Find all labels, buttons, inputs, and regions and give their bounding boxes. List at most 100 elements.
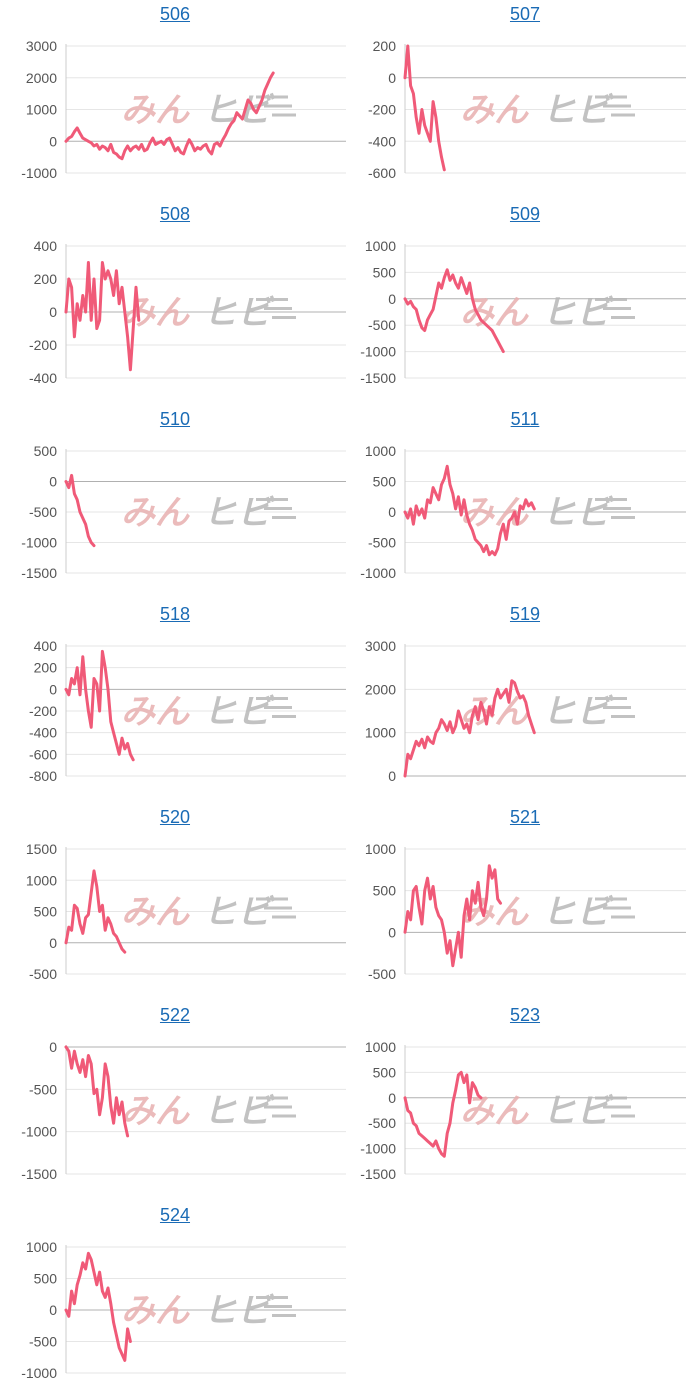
watermark-logo: みん ヒビ [460, 1092, 635, 1132]
line-chart: 1000 500 0 -500 -1000 -1500 みん ヒビ [360, 1039, 686, 1182]
y-tick-label: 1000 [365, 725, 396, 741]
watermark-logo: みん ヒビ [121, 1291, 296, 1331]
watermark-speed-line [595, 697, 627, 700]
watermark-speed-line [256, 298, 288, 301]
watermark-left: みん [121, 91, 190, 131]
y-tick-label: 500 [34, 443, 58, 459]
watermark-speed-line [611, 113, 635, 117]
y-tick-label: 500 [34, 904, 58, 920]
chart-title-link[interactable]: 519 [509, 604, 541, 624]
chart-panel-511: 511 1000 500 0 -500 -1000 みん ヒビ [350, 405, 700, 600]
y-tick-label: -1000 [21, 1124, 57, 1140]
series-line [403, 864, 502, 968]
y-tick-label: 0 [49, 133, 57, 149]
watermark-logo: みん ヒビ [460, 293, 635, 333]
y-tick-label: -500 [29, 504, 57, 520]
y-tick-label: 0 [388, 924, 396, 940]
y-tick-label: -500 [368, 535, 396, 551]
y-tick-label: 500 [34, 1271, 58, 1287]
y-tick-label: 500 [373, 264, 397, 280]
watermark-speed-line [603, 706, 631, 709]
chart-panel-508: 508 400 200 0 -200 -400 みん ヒビ [0, 200, 350, 405]
chart-panel-518: 518 400 200 0 -200 -400 -600 -800 みん ヒビ [0, 600, 350, 803]
watermark-speed-line [256, 95, 288, 99]
y-tick-label: 400 [34, 638, 58, 654]
chart-title-link[interactable]: 509 [509, 204, 541, 224]
line-chart: 400 200 0 -200 -400 -600 -800 みん ヒビ [29, 638, 346, 784]
y-tick-label: -400 [368, 133, 396, 149]
y-tick-label: -1000 [360, 344, 396, 360]
watermark-speed-line [611, 516, 635, 519]
watermark-speed-line [256, 697, 288, 700]
y-tick-label: 1500 [26, 841, 57, 857]
chart-title-link[interactable]: 520 [159, 807, 191, 827]
chart-title-link[interactable]: 524 [159, 1205, 191, 1225]
line-chart: 1000 500 0 -500 -1000 みん ヒビ [21, 1239, 346, 1381]
y-tick-label: 1000 [26, 1239, 57, 1255]
y-tick-label: -600 [29, 746, 57, 762]
y-tick-label: -500 [368, 966, 396, 982]
watermark-speed-line [264, 1305, 292, 1308]
y-tick-label: 0 [388, 504, 396, 520]
y-tick-label: 1000 [365, 841, 396, 857]
line-chart: 3000 2000 1000 0 みん ヒビ [365, 638, 686, 784]
y-tick-label: 0 [388, 70, 396, 86]
chart-title-link[interactable]: 507 [509, 4, 541, 24]
y-tick-label: 0 [49, 935, 57, 951]
watermark-left: みん [121, 1092, 190, 1132]
watermark-speed-line [611, 915, 635, 919]
chart-panel-520: 520 1500 1000 500 0 -500 みん ヒビ [0, 803, 350, 1001]
chart-panel-524: 524 1000 500 0 -500 -1000 みん ヒビ [0, 1201, 350, 1400]
chart-title-link[interactable]: 522 [159, 1005, 191, 1025]
chart-title-link[interactable]: 518 [159, 604, 191, 624]
y-tick-label: -1000 [21, 165, 57, 181]
watermark-speed-line [595, 95, 627, 99]
y-tick-label: 200 [34, 660, 58, 676]
chart-title-link[interactable]: 523 [509, 1005, 541, 1025]
watermark-speed-line [272, 1314, 296, 1317]
chart-title-link[interactable]: 521 [509, 807, 541, 827]
y-tick-label: -1500 [360, 370, 396, 386]
watermark-logo: みん ヒビ [460, 692, 635, 732]
watermark-speed-line [611, 1114, 635, 1118]
y-tick-label: -1000 [21, 1365, 57, 1381]
watermark-logo: みん ヒビ [460, 91, 635, 131]
y-tick-label: -200 [29, 337, 57, 353]
y-tick-label: 0 [388, 1090, 396, 1106]
series-line [403, 464, 536, 557]
series-line [403, 1070, 483, 1158]
y-tick-label: -1000 [360, 1141, 396, 1157]
chart-panel-522: 522 0 -500 -1000 -1500 みん ヒビ [0, 1001, 350, 1201]
watermark-speed-line [595, 897, 627, 901]
watermark-speed-line [256, 1296, 288, 1299]
y-tick-label: 1000 [365, 238, 396, 254]
watermark-speed-line [256, 498, 288, 501]
chart-title-link[interactable]: 506 [159, 4, 191, 24]
chart-title-link[interactable]: 511 [510, 409, 540, 429]
y-tick-label: -500 [368, 1115, 396, 1131]
watermark-speed-line [603, 104, 631, 108]
watermark-logo: みん ヒビ [121, 893, 296, 933]
watermark-speed-line [603, 1105, 631, 1109]
y-tick-label: 1000 [26, 102, 57, 118]
watermark-speed-line [603, 906, 631, 910]
chart-title-link[interactable]: 508 [159, 204, 191, 224]
series-line [403, 679, 536, 778]
y-tick-label: -400 [29, 725, 57, 741]
chart-panel-523: 523 1000 500 0 -500 -1000 -1500 みん ヒビ [350, 1001, 700, 1201]
y-tick-label: 3000 [26, 38, 57, 54]
watermark-speed-line [595, 498, 627, 501]
series-line [64, 649, 135, 762]
watermark-speed-line [256, 1096, 288, 1100]
watermark-left: みん [121, 1291, 190, 1331]
watermark-left: みん [121, 293, 190, 333]
y-tick-label: -200 [368, 102, 396, 118]
watermark-speed-line [272, 516, 296, 519]
watermark-left: みん [121, 493, 190, 533]
y-tick-label: 0 [49, 1302, 57, 1318]
y-tick-label: 200 [34, 271, 58, 287]
line-chart: 1500 1000 500 0 -500 みん ヒビ [26, 841, 346, 982]
chart-title-link[interactable]: 510 [159, 409, 191, 429]
line-chart: 200 0 -200 -400 -600 みん ヒビ [368, 38, 686, 181]
watermark-speed-line [256, 897, 288, 901]
